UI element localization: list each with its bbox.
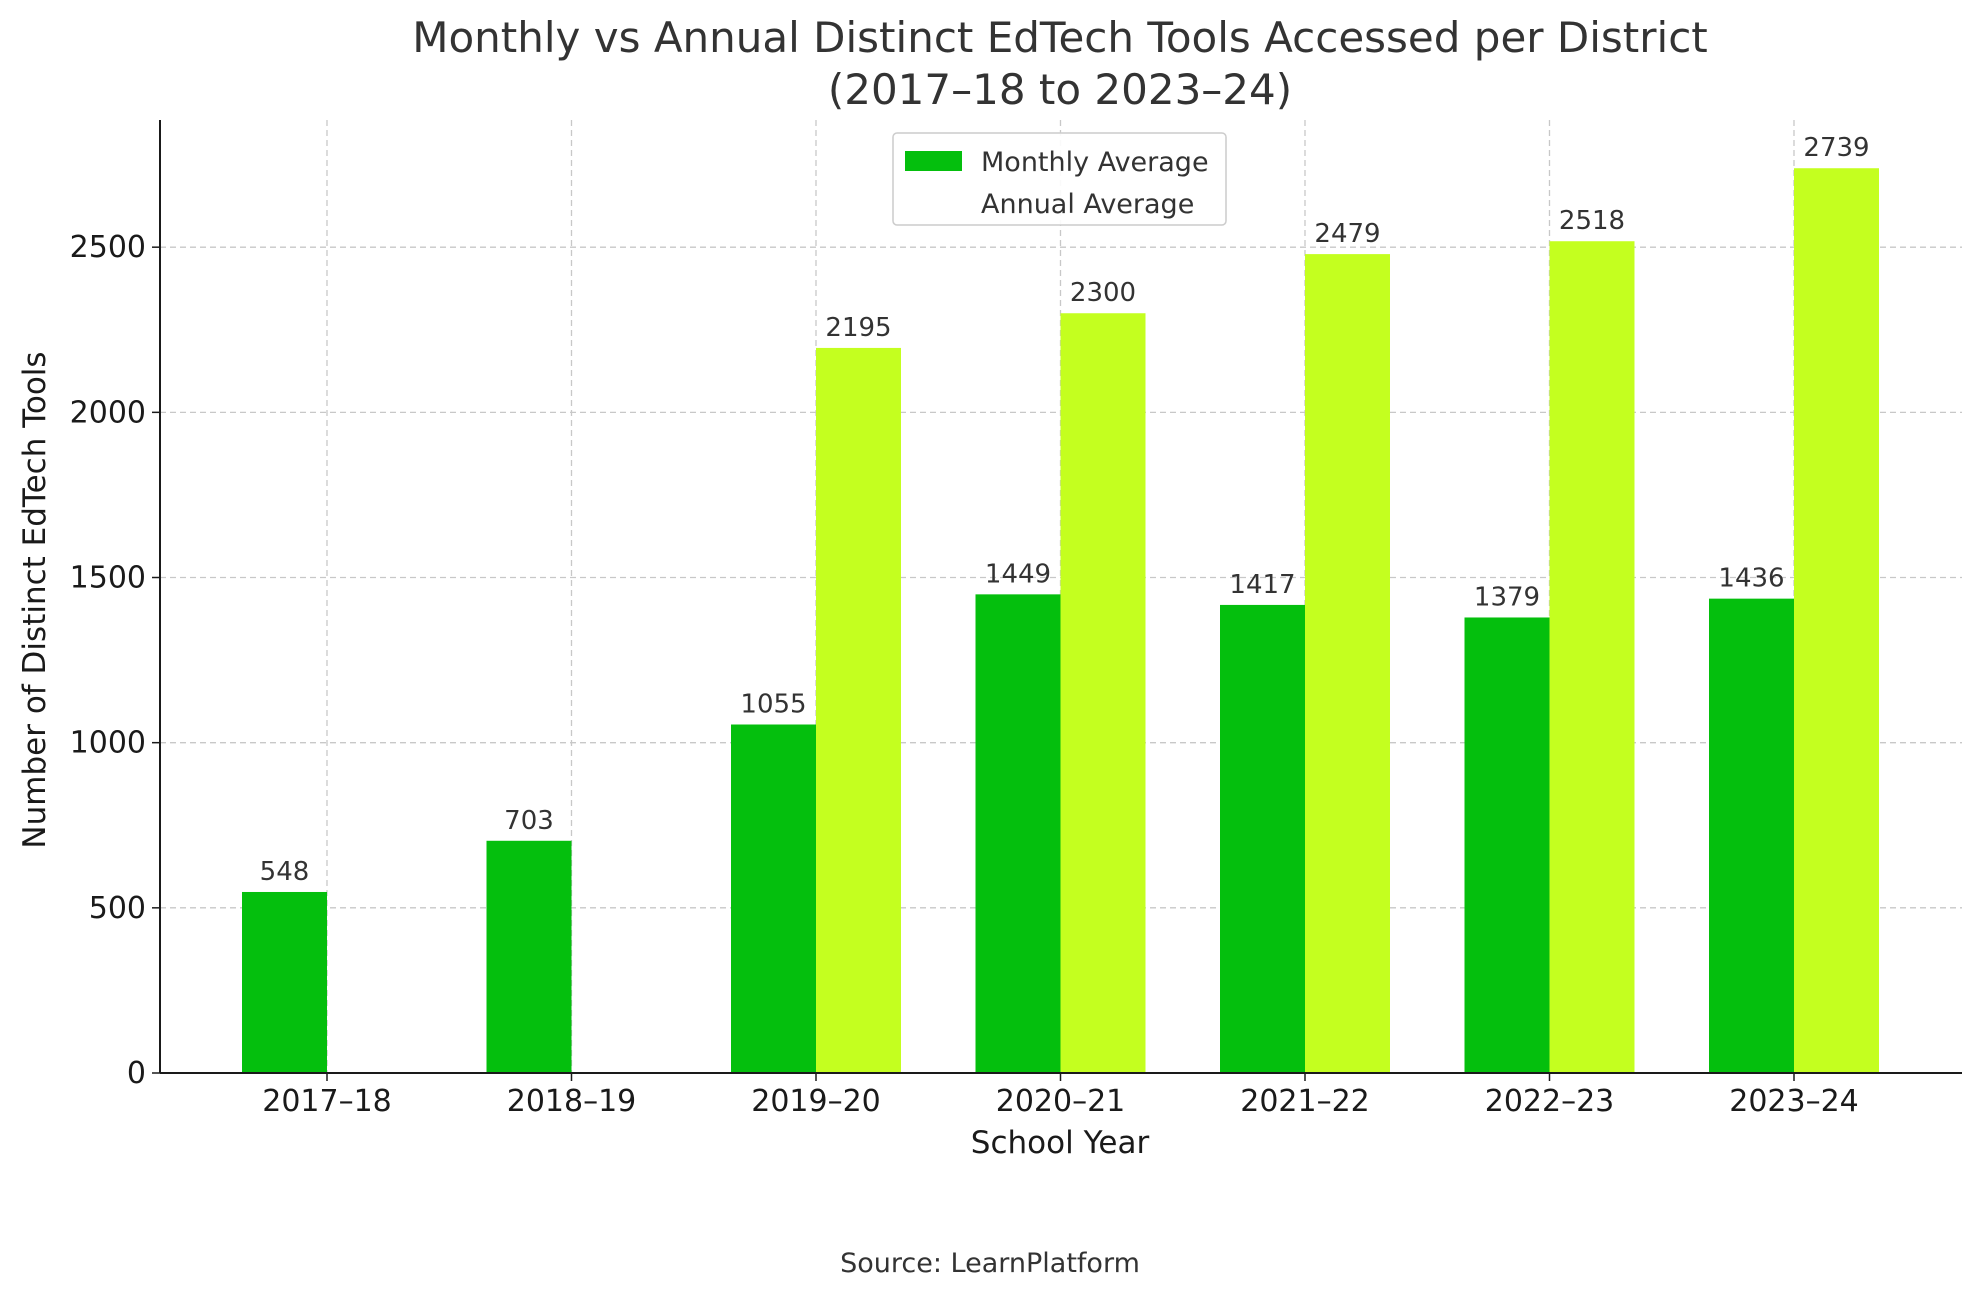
x-tick-label: 2022–23 (1485, 1084, 1615, 1119)
bar-value-label: 1449 (985, 559, 1051, 589)
y-tick-label: 1000 (70, 726, 146, 761)
bar-monthly (1220, 604, 1305, 1073)
y-tick-label: 1500 (70, 561, 146, 596)
bar-annual (1305, 254, 1390, 1073)
bar-monthly (975, 594, 1061, 1073)
y-tick-label: 2500 (70, 230, 146, 265)
bar-value-label: 2195 (825, 313, 891, 343)
y-tick-label: 2000 (70, 395, 146, 430)
legend-label: Annual Average (981, 189, 1194, 220)
x-tick-label: 2019–20 (751, 1084, 881, 1119)
legend-label: Monthly Average (981, 147, 1209, 178)
bar-annual (1794, 168, 1879, 1073)
x-tick-label: 2023–24 (1729, 1084, 1859, 1119)
x-tick-label: 2017–18 (262, 1084, 392, 1119)
bar-annual (1060, 313, 1146, 1073)
y-tick-label: 0 (127, 1056, 146, 1091)
bar-value-label: 1436 (1718, 564, 1784, 594)
bar-value-label: 703 (504, 806, 554, 836)
bar-monthly (731, 724, 816, 1073)
bar-value-label: 2518 (1559, 206, 1625, 236)
bar-value-label: 2739 (1803, 133, 1869, 163)
bar-value-label: 1055 (740, 690, 806, 720)
bar-value-label: 548 (260, 857, 310, 887)
x-tick-label: 2020–21 (996, 1084, 1126, 1119)
bar-value-label: 2479 (1314, 219, 1380, 249)
x-tick-label: 2018–19 (507, 1084, 637, 1119)
source-note: Source: LearnPlatform (840, 1248, 1140, 1279)
bar-annual (1549, 241, 1635, 1074)
ticks: 0 500 1000 1500 2000 2500 2017–18 2018–19 2019–2… (70, 230, 1859, 1119)
x-axis-label: School Year (971, 1125, 1150, 1161)
bar-monthly (1709, 598, 1794, 1073)
bar-monthly (1464, 617, 1550, 1073)
y-tick-label: 500 (89, 891, 146, 926)
bar-value-label: 1417 (1229, 570, 1295, 600)
bars (242, 168, 1879, 1074)
legend-box (892, 132, 1227, 226)
bar-monthly (486, 840, 572, 1073)
legend-swatch (905, 151, 962, 171)
bar-value-label: 1379 (1474, 582, 1540, 612)
bar-value-label: 2300 (1070, 278, 1136, 308)
legend: Monthly Average Annual Average (892, 132, 1227, 226)
x-tick-label: 2021–22 (1240, 1084, 1370, 1119)
chart-title: Monthly vs Annual Distinct EdTech Tools … (412, 13, 1708, 62)
bar-annual (816, 347, 901, 1073)
chart-subtitle: (2017–18 to 2023–24) (828, 65, 1292, 114)
y-axis-label: Number of Distinct EdTech Tools (17, 351, 53, 848)
legend-swatch (905, 193, 962, 213)
bar-labels: 548 703 1055 1449 1417 1379 1436 2195 2300 2479 25… (260, 133, 1870, 887)
bar-monthly (242, 891, 327, 1073)
